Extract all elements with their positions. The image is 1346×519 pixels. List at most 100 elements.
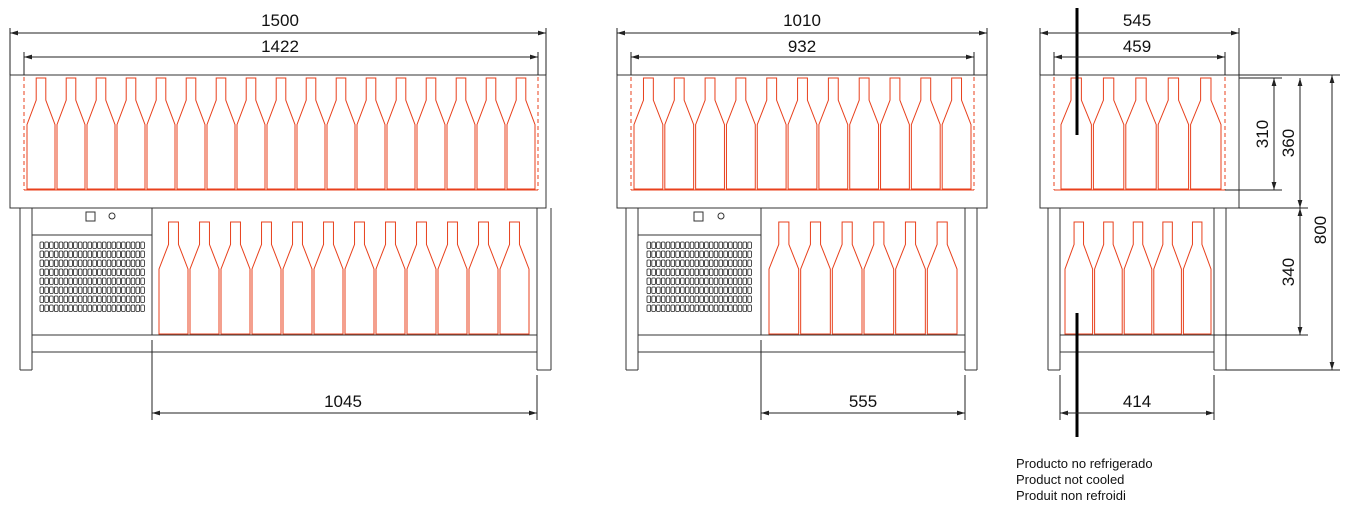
- vent-slot: [73, 241, 78, 249]
- ventilation-grille: [39, 241, 145, 312]
- vent-slot: [728, 295, 733, 303]
- vent-slot: [126, 295, 131, 303]
- vent-slot: [742, 286, 747, 294]
- vent-slot: [73, 259, 78, 267]
- vent-slot: [685, 241, 690, 249]
- vent-slot: [111, 295, 116, 303]
- bottle-icon: [468, 221, 499, 335]
- vent-slot: [102, 250, 107, 258]
- vent-slot: [87, 268, 92, 276]
- vent-slot: [140, 250, 145, 258]
- vent-slot: [97, 304, 102, 312]
- dim-storage-width-large: 1045: [324, 392, 362, 411]
- vent-slot: [126, 241, 131, 249]
- vent-slot: [685, 277, 690, 285]
- vent-slot: [130, 241, 136, 249]
- vent-slot: [63, 268, 68, 276]
- vent-slot: [92, 277, 97, 285]
- vent-slot: [661, 277, 666, 285]
- vent-slot: [111, 268, 116, 276]
- vent-slot: [670, 250, 675, 258]
- vent-slot: [116, 268, 121, 276]
- vent-slot: [709, 295, 714, 303]
- vent-slot: [126, 250, 131, 258]
- bottle-icon: [282, 221, 313, 335]
- bottle-icon: [1153, 221, 1182, 335]
- vent-slot: [661, 241, 666, 249]
- vent-slot: [656, 250, 661, 258]
- vent-slot: [92, 241, 97, 249]
- vent-slot: [685, 268, 690, 276]
- vent-slot: [111, 241, 116, 249]
- ventilation-grille: [646, 241, 752, 312]
- vent-slot: [130, 259, 136, 267]
- bottle-icon: [326, 77, 356, 190]
- vent-slot: [665, 295, 671, 303]
- vent-slot: [689, 295, 695, 303]
- vent-slot: [116, 259, 121, 267]
- vent-slot: [140, 268, 145, 276]
- vent-slot: [675, 250, 680, 258]
- vent-slot: [106, 259, 112, 267]
- vent-slot: [651, 304, 656, 312]
- vent-slot: [733, 286, 738, 294]
- vent-slot: [130, 277, 136, 285]
- vent-slot: [106, 286, 112, 294]
- vent-slot: [747, 286, 752, 294]
- vent-slot: [718, 241, 723, 249]
- vent-slot: [737, 304, 743, 312]
- vent-slot: [709, 268, 714, 276]
- vent-slot: [733, 295, 738, 303]
- vent-slot: [102, 304, 107, 312]
- bottle-icon: [236, 77, 266, 190]
- bottle-icon: [437, 221, 468, 335]
- vent-slot: [78, 250, 83, 258]
- vent-slot: [97, 259, 102, 267]
- vent-slot: [121, 259, 126, 267]
- vent-slot: [742, 295, 747, 303]
- vent-slot: [680, 241, 685, 249]
- control-switch-icon: [693, 211, 704, 222]
- vent-slot: [689, 304, 695, 312]
- vent-slot: [44, 286, 49, 294]
- dim-storage-height: 340: [1279, 258, 1298, 286]
- vent-slot: [646, 268, 651, 276]
- vent-slot: [680, 259, 685, 267]
- vent-slot: [97, 268, 102, 276]
- vent-slot: [733, 241, 738, 249]
- vent-slot: [699, 259, 704, 267]
- vent-slot: [709, 286, 714, 294]
- vent-slot: [699, 295, 704, 303]
- vent-slot: [699, 268, 704, 276]
- vent-slot: [728, 250, 733, 258]
- bottle-icon: [831, 221, 863, 335]
- vent-slot: [670, 268, 675, 276]
- vent-slot: [121, 295, 126, 303]
- vent-slot: [63, 259, 68, 267]
- vent-slot: [704, 259, 709, 267]
- vent-slot: [685, 250, 690, 258]
- vent-slot: [718, 259, 723, 267]
- bottle-icon: [146, 77, 176, 190]
- vent-slot: [709, 259, 714, 267]
- vent-slot: [747, 268, 752, 276]
- vent-slot: [689, 286, 695, 294]
- vent-slot: [82, 250, 88, 258]
- vent-slot: [651, 241, 656, 249]
- vent-slot: [733, 277, 738, 285]
- vent-slot: [747, 259, 752, 267]
- vent-slot: [49, 277, 54, 285]
- vent-slot: [723, 295, 728, 303]
- vent-slot: [723, 241, 728, 249]
- vent-slot: [116, 304, 121, 312]
- vent-slot: [102, 295, 107, 303]
- vent-slot: [130, 295, 136, 303]
- indicator-light-icon: [717, 212, 725, 220]
- vent-slot: [661, 295, 666, 303]
- vent-slot: [121, 286, 126, 294]
- bottle-icon: [386, 77, 416, 190]
- vent-slot: [135, 286, 140, 294]
- vent-slot: [87, 259, 92, 267]
- vent-slot: [73, 268, 78, 276]
- vent-slot: [670, 295, 675, 303]
